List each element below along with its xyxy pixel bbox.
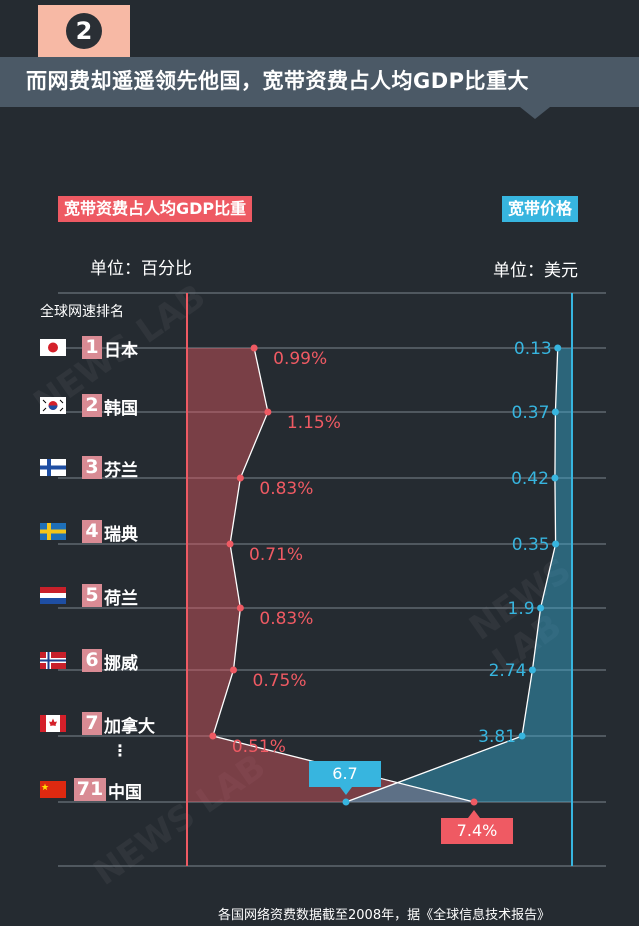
country-name: 加拿大 — [104, 717, 155, 737]
gdp-data-point — [236, 604, 244, 612]
section-number: 2 — [66, 13, 102, 49]
rank-title: 全球网速排名 — [40, 304, 124, 320]
china-flag-icon — [40, 781, 66, 798]
gdp-data-point — [230, 666, 237, 674]
country-name: 荷兰 — [104, 589, 138, 609]
price-area — [346, 348, 572, 802]
gdp-series-line — [212, 347, 475, 803]
country-name: 瑞典 — [104, 525, 138, 545]
korea-flag-icon — [40, 397, 66, 414]
banner-arrow — [520, 107, 550, 119]
ellipsis-dots: ⋮ — [112, 741, 128, 760]
rank-number: 6 — [82, 649, 102, 672]
country-name: 中国 — [108, 783, 142, 803]
country-name: 芬兰 — [104, 461, 138, 481]
price-data-label: 0.37 — [512, 403, 550, 423]
gdp-data-point — [236, 474, 244, 482]
gdp-data-label: 1.15% — [287, 413, 341, 433]
japan-flag-icon — [40, 339, 66, 356]
norway-flag-icon — [40, 652, 66, 669]
price-data-point — [551, 474, 559, 482]
sweden-flag-icon — [40, 523, 66, 540]
country-name: 挪威 — [104, 654, 138, 674]
price-data-label: 1.9 — [508, 599, 535, 619]
gdp-data-point — [264, 408, 272, 416]
china-gdp-callout: 7.4% — [441, 818, 513, 844]
left-unit-label: 单位：百分比 — [90, 259, 192, 279]
gdp-data-label: 0.71% — [249, 545, 303, 565]
canada-flag-icon — [40, 715, 66, 732]
gdp-data-label: 0.99% — [273, 349, 327, 369]
price-data-point — [551, 408, 559, 416]
headline-banner — [0, 57, 639, 107]
price-data-label: 3.81 — [478, 727, 516, 747]
rank-number: 5 — [82, 584, 102, 607]
rank-number: 1 — [82, 336, 102, 359]
country-name: 韩国 — [104, 399, 138, 419]
rank-number: 71 — [74, 778, 106, 801]
price-data-point — [537, 604, 545, 612]
gdp-area — [187, 348, 474, 802]
rank-number: 3 — [82, 456, 102, 479]
gdp-data-label: 0.75% — [253, 671, 307, 691]
price-data-point — [554, 344, 562, 352]
gdp-data-point — [250, 344, 258, 352]
gdp-data-point — [226, 540, 234, 548]
gdp-callout-pointer — [468, 810, 480, 818]
price-data-label: 0.35 — [512, 535, 550, 555]
headline: 而网费却遥遥领先他国，宽带资费占人均GDP比重大 — [26, 69, 530, 93]
price-data-point — [552, 540, 560, 548]
gdp-series-tag: 宽带资费占人均GDP比重 — [58, 196, 253, 222]
price-series-tag: 宽带价格 — [502, 196, 579, 222]
country-name: 日本 — [104, 341, 138, 361]
gdp-data-point — [470, 798, 478, 806]
price-series-line — [345, 347, 559, 803]
gdp-data-point — [209, 732, 217, 740]
price-data-point — [518, 732, 526, 740]
netherlands-flag-icon — [40, 587, 66, 604]
price-callout-pointer — [340, 787, 352, 795]
rank-number: 4 — [82, 520, 102, 543]
finland-flag-icon — [40, 459, 66, 476]
footnote: 各国网络资费数据截至2008年，据《全球信息技术报告》 — [218, 908, 551, 923]
right-unit-label: 单位：美元 — [493, 261, 578, 281]
china-price-callout: 6.7 — [309, 761, 381, 787]
price-data-point — [342, 798, 350, 806]
gdp-data-label: 0.83% — [259, 479, 313, 499]
price-data-label: 0.13 — [514, 339, 552, 359]
rank-number: 7 — [82, 712, 102, 735]
gdp-data-label: 0.51% — [232, 737, 286, 757]
gdp-data-label: 0.83% — [259, 609, 313, 629]
price-data-label: 2.74 — [489, 661, 527, 681]
rank-number: 2 — [82, 394, 102, 417]
price-data-point — [528, 666, 536, 674]
price-data-label: 0.42 — [511, 469, 549, 489]
section-number-badge: 2 — [38, 5, 130, 57]
